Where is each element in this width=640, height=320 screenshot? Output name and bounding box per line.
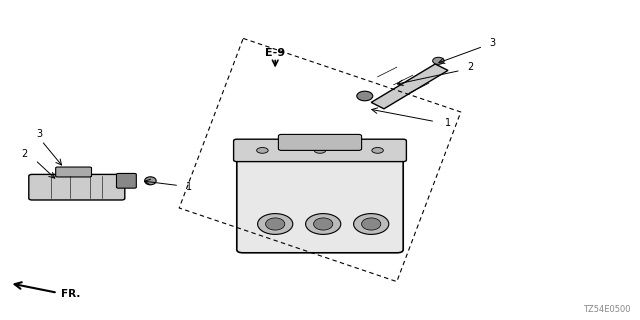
Ellipse shape [306, 214, 341, 234]
Ellipse shape [357, 91, 372, 101]
Polygon shape [371, 64, 448, 109]
Ellipse shape [145, 177, 156, 185]
Text: 2: 2 [21, 148, 28, 159]
Text: 3: 3 [36, 129, 43, 140]
Ellipse shape [433, 57, 444, 64]
FancyBboxPatch shape [116, 173, 136, 188]
Ellipse shape [362, 218, 381, 230]
FancyBboxPatch shape [56, 167, 92, 177]
Ellipse shape [372, 148, 383, 153]
Text: E-9: E-9 [265, 48, 285, 58]
FancyBboxPatch shape [278, 134, 362, 150]
FancyBboxPatch shape [234, 139, 406, 162]
Text: FR.: FR. [61, 289, 80, 300]
Ellipse shape [353, 214, 389, 234]
Text: 1: 1 [445, 118, 451, 128]
Text: 3: 3 [490, 38, 496, 48]
FancyBboxPatch shape [237, 141, 403, 253]
Text: 1: 1 [186, 182, 192, 192]
Ellipse shape [314, 148, 326, 153]
FancyBboxPatch shape [29, 174, 125, 200]
Text: 2: 2 [467, 62, 474, 72]
Ellipse shape [314, 218, 333, 230]
Text: TZ54E0500: TZ54E0500 [583, 305, 630, 314]
Ellipse shape [266, 218, 285, 230]
Ellipse shape [257, 214, 293, 234]
Ellipse shape [257, 148, 268, 153]
